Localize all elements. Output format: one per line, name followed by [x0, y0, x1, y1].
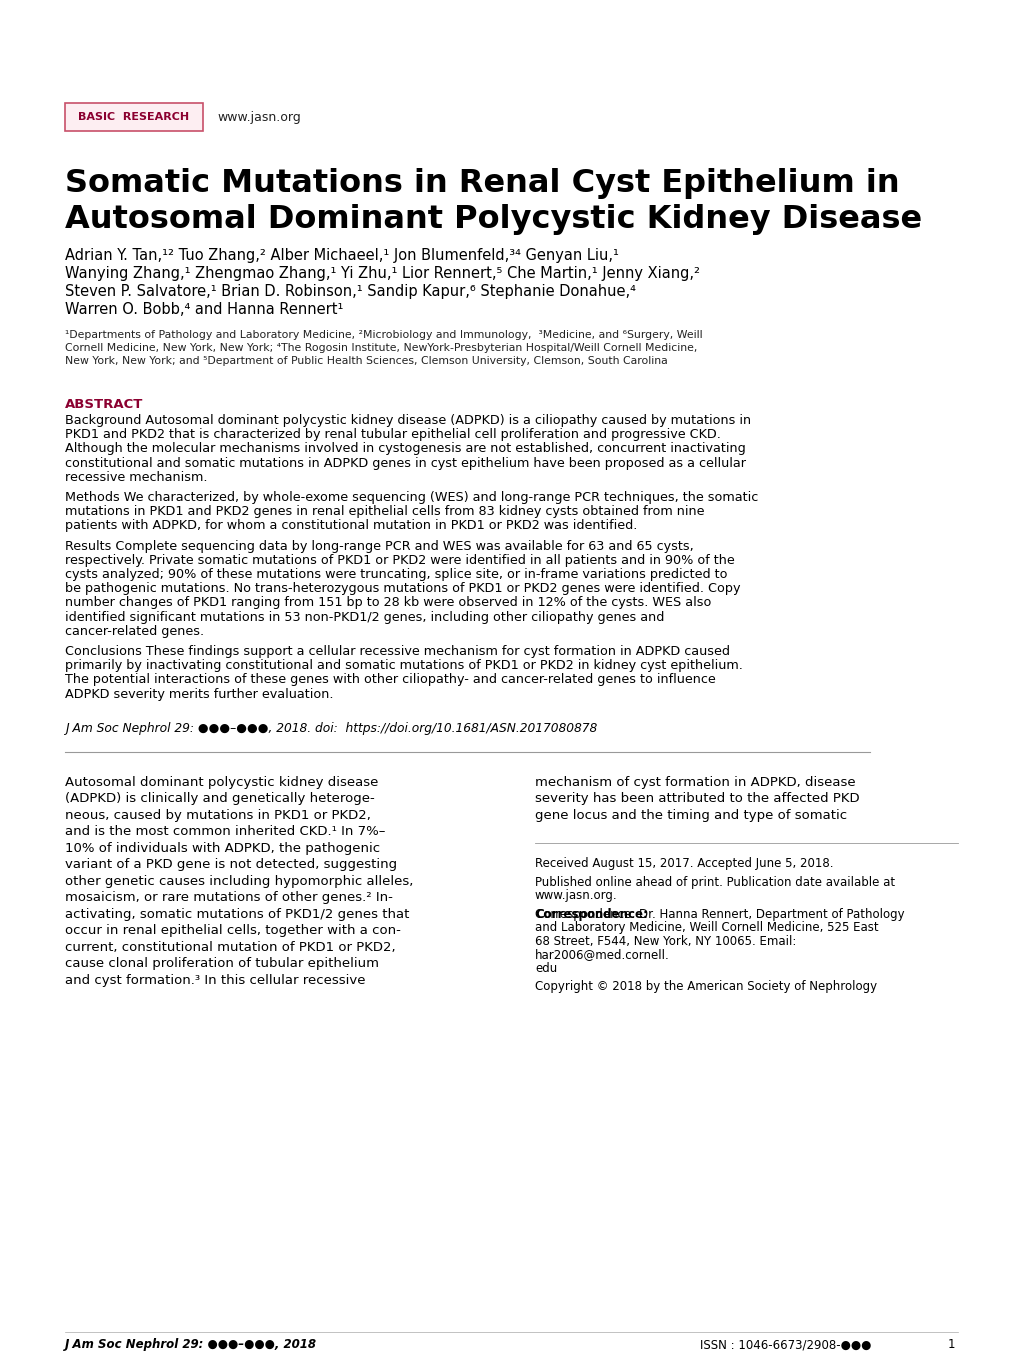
Text: Cornell Medicine, New York, New York; ⁴The Rogosin Institute, NewYork-Presbyteri: Cornell Medicine, New York, New York; ⁴T…: [65, 343, 697, 354]
Text: current, constitutional mutation of PKD1 or PKD2,: current, constitutional mutation of PKD1…: [65, 940, 395, 954]
Text: respectively. Private somatic mutations of PKD1 or PKD2 were identified in all p: respectively. Private somatic mutations …: [65, 554, 734, 566]
Text: Although the molecular mechanisms involved in cystogenesis are not established, : Although the molecular mechanisms involv…: [65, 442, 745, 456]
Text: occur in renal epithelial cells, together with a con-: occur in renal epithelial cells, togethe…: [65, 924, 400, 938]
Text: mutations in PKD1 and PKD2 genes in renal epithelial cells from 83 kidney cysts : mutations in PKD1 and PKD2 genes in rena…: [65, 505, 704, 519]
Text: Conclusions These findings support a cellular recessive mechanism for cyst forma: Conclusions These findings support a cel…: [65, 646, 730, 658]
Text: Warren O. Bobb,⁴ and Hanna Rennert¹: Warren O. Bobb,⁴ and Hanna Rennert¹: [65, 302, 343, 317]
Text: variant of a PKD gene is not detected, suggesting: variant of a PKD gene is not detected, s…: [65, 859, 396, 871]
Text: (ADPKD) is clinically and genetically heteroge-: (ADPKD) is clinically and genetically he…: [65, 792, 374, 805]
Text: and cyst formation.³ In this cellular recessive: and cyst formation.³ In this cellular re…: [65, 973, 365, 987]
Text: neous, caused by mutations in PKD1 or PKD2,: neous, caused by mutations in PKD1 or PK…: [65, 809, 371, 822]
Text: Received August 15, 2017. Accepted June 5, 2018.: Received August 15, 2017. Accepted June …: [535, 857, 833, 871]
Text: constitutional and somatic mutations in ADPKD genes in cyst epithelium have been: constitutional and somatic mutations in …: [65, 457, 745, 470]
Text: Correspondence: Dr. Hanna Rennert, Department of Pathology: Correspondence: Dr. Hanna Rennert, Depar…: [535, 908, 904, 921]
Text: patients with ADPKD, for whom a constitutional mutation in PKD1 or PKD2 was iden: patients with ADPKD, for whom a constitu…: [65, 520, 637, 532]
Text: ADPKD severity merits further evaluation.: ADPKD severity merits further evaluation…: [65, 688, 333, 700]
Text: other genetic causes including hypomorphic alleles,: other genetic causes including hypomorph…: [65, 875, 413, 887]
Text: mosaicism, or rare mutations of other genes.² In-: mosaicism, or rare mutations of other ge…: [65, 891, 392, 904]
Text: cysts analyzed; 90% of these mutations were truncating, splice site, or in-frame: cysts analyzed; 90% of these mutations w…: [65, 568, 727, 581]
Text: PKD1 and PKD2 that is characterized by renal tubular epithelial cell proliferati: PKD1 and PKD2 that is characterized by r…: [65, 429, 720, 441]
FancyBboxPatch shape: [65, 102, 203, 131]
Text: primarily by inactivating constitutional and somatic mutations of PKD1 or PKD2 i: primarily by inactivating constitutional…: [65, 659, 742, 672]
Text: Background Autosomal dominant polycystic kidney disease (ADPKD) is a ciliopathy : Background Autosomal dominant polycystic…: [65, 414, 750, 427]
Text: Copyright © 2018 by the American Society of Nephrology: Copyright © 2018 by the American Society…: [535, 980, 876, 994]
Text: J Am Soc Nephrol 29: ●●●–●●●, 2018: J Am Soc Nephrol 29: ●●●–●●●, 2018: [65, 1338, 317, 1351]
Text: ABSTRACT: ABSTRACT: [65, 399, 144, 411]
Text: activating, somatic mutations of PKD1/2 genes that: activating, somatic mutations of PKD1/2 …: [65, 908, 409, 921]
Text: New York, New York; and ⁵Department of Public Health Sciences, Clemson Universit: New York, New York; and ⁵Department of P…: [65, 356, 667, 366]
Text: ¹Departments of Pathology and Laboratory Medicine, ²Microbiology and Immunology,: ¹Departments of Pathology and Laboratory…: [65, 330, 702, 340]
Text: har2006@med.cornell.: har2006@med.cornell.: [535, 949, 669, 961]
Text: Somatic Mutations in Renal Cyst Epithelium in: Somatic Mutations in Renal Cyst Epitheli…: [65, 168, 899, 199]
Text: Steven P. Salvatore,¹ Brian D. Robinson,¹ Sandip Kapur,⁶ Stephanie Donahue,⁴: Steven P. Salvatore,¹ Brian D. Robinson,…: [65, 284, 635, 299]
Text: 1: 1: [947, 1338, 954, 1351]
Text: The potential interactions of these genes with other ciliopathy- and cancer-rela: The potential interactions of these gene…: [65, 673, 715, 687]
Text: www.jasn.org.: www.jasn.org.: [535, 890, 618, 902]
Text: number changes of PKD1 ranging from 151 bp to 28 kb were observed in 12% of the : number changes of PKD1 ranging from 151 …: [65, 597, 710, 609]
Text: www.jasn.org: www.jasn.org: [217, 111, 301, 123]
Text: Correspondence:: Correspondence:: [535, 908, 647, 921]
Text: Autosomal dominant polycystic kidney disease: Autosomal dominant polycystic kidney dis…: [65, 775, 378, 789]
Text: ISSN : 1046-6673/2908-●●●: ISSN : 1046-6673/2908-●●●: [699, 1338, 870, 1351]
Text: cause clonal proliferation of tubular epithelium: cause clonal proliferation of tubular ep…: [65, 957, 379, 971]
Text: 68 Street, F544, New York, NY 10065. Email:: 68 Street, F544, New York, NY 10065. Ema…: [535, 935, 796, 947]
Text: Published online ahead of print. Publication date available at: Published online ahead of print. Publica…: [535, 876, 895, 889]
Text: be pathogenic mutations. No trans-heterozygous mutations of PKD1 or PKD2 genes w: be pathogenic mutations. No trans-hetero…: [65, 583, 740, 595]
Text: BASIC  RESEARCH: BASIC RESEARCH: [78, 112, 190, 121]
Text: cancer-related genes.: cancer-related genes.: [65, 625, 204, 637]
Text: gene locus and the timing and type of somatic: gene locus and the timing and type of so…: [535, 809, 847, 822]
Text: Adrian Y. Tan,¹² Tuo Zhang,² Alber Michaeel,¹ Jon Blumenfeld,³⁴ Genyan Liu,¹: Adrian Y. Tan,¹² Tuo Zhang,² Alber Micha…: [65, 248, 619, 263]
Text: edu: edu: [535, 962, 556, 975]
Text: and is the most common inherited CKD.¹ In 7%–: and is the most common inherited CKD.¹ I…: [65, 826, 385, 838]
Text: mechanism of cyst formation in ADPKD, disease: mechanism of cyst formation in ADPKD, di…: [535, 775, 855, 789]
Text: J Am Soc Nephrol 29: ●●●–●●●, 2018. doi:  https://doi.org/10.1681/ASN.2017080878: J Am Soc Nephrol 29: ●●●–●●●, 2018. doi:…: [65, 722, 597, 734]
Text: Wanying Zhang,¹ Zhengmao Zhang,¹ Yi Zhu,¹ Lior Rennert,⁵ Che Martin,¹ Jenny Xian: Wanying Zhang,¹ Zhengmao Zhang,¹ Yi Zhu,…: [65, 266, 699, 281]
Text: severity has been attributed to the affected PKD: severity has been attributed to the affe…: [535, 792, 859, 805]
Text: Results Complete sequencing data by long-range PCR and WES was available for 63 : Results Complete sequencing data by long…: [65, 539, 693, 553]
Text: recessive mechanism.: recessive mechanism.: [65, 471, 207, 483]
Text: 10% of individuals with ADPKD, the pathogenic: 10% of individuals with ADPKD, the patho…: [65, 842, 380, 854]
Text: Methods We characterized, by whole-exome sequencing (WES) and long-range PCR tec: Methods We characterized, by whole-exome…: [65, 491, 757, 504]
Text: identified significant mutations in 53 non-PKD1/2 genes, including other ciliopa: identified significant mutations in 53 n…: [65, 610, 663, 624]
Text: Autosomal Dominant Polycystic Kidney Disease: Autosomal Dominant Polycystic Kidney Dis…: [65, 203, 921, 235]
Text: and Laboratory Medicine, Weill Cornell Medicine, 525 East: and Laboratory Medicine, Weill Cornell M…: [535, 921, 877, 934]
